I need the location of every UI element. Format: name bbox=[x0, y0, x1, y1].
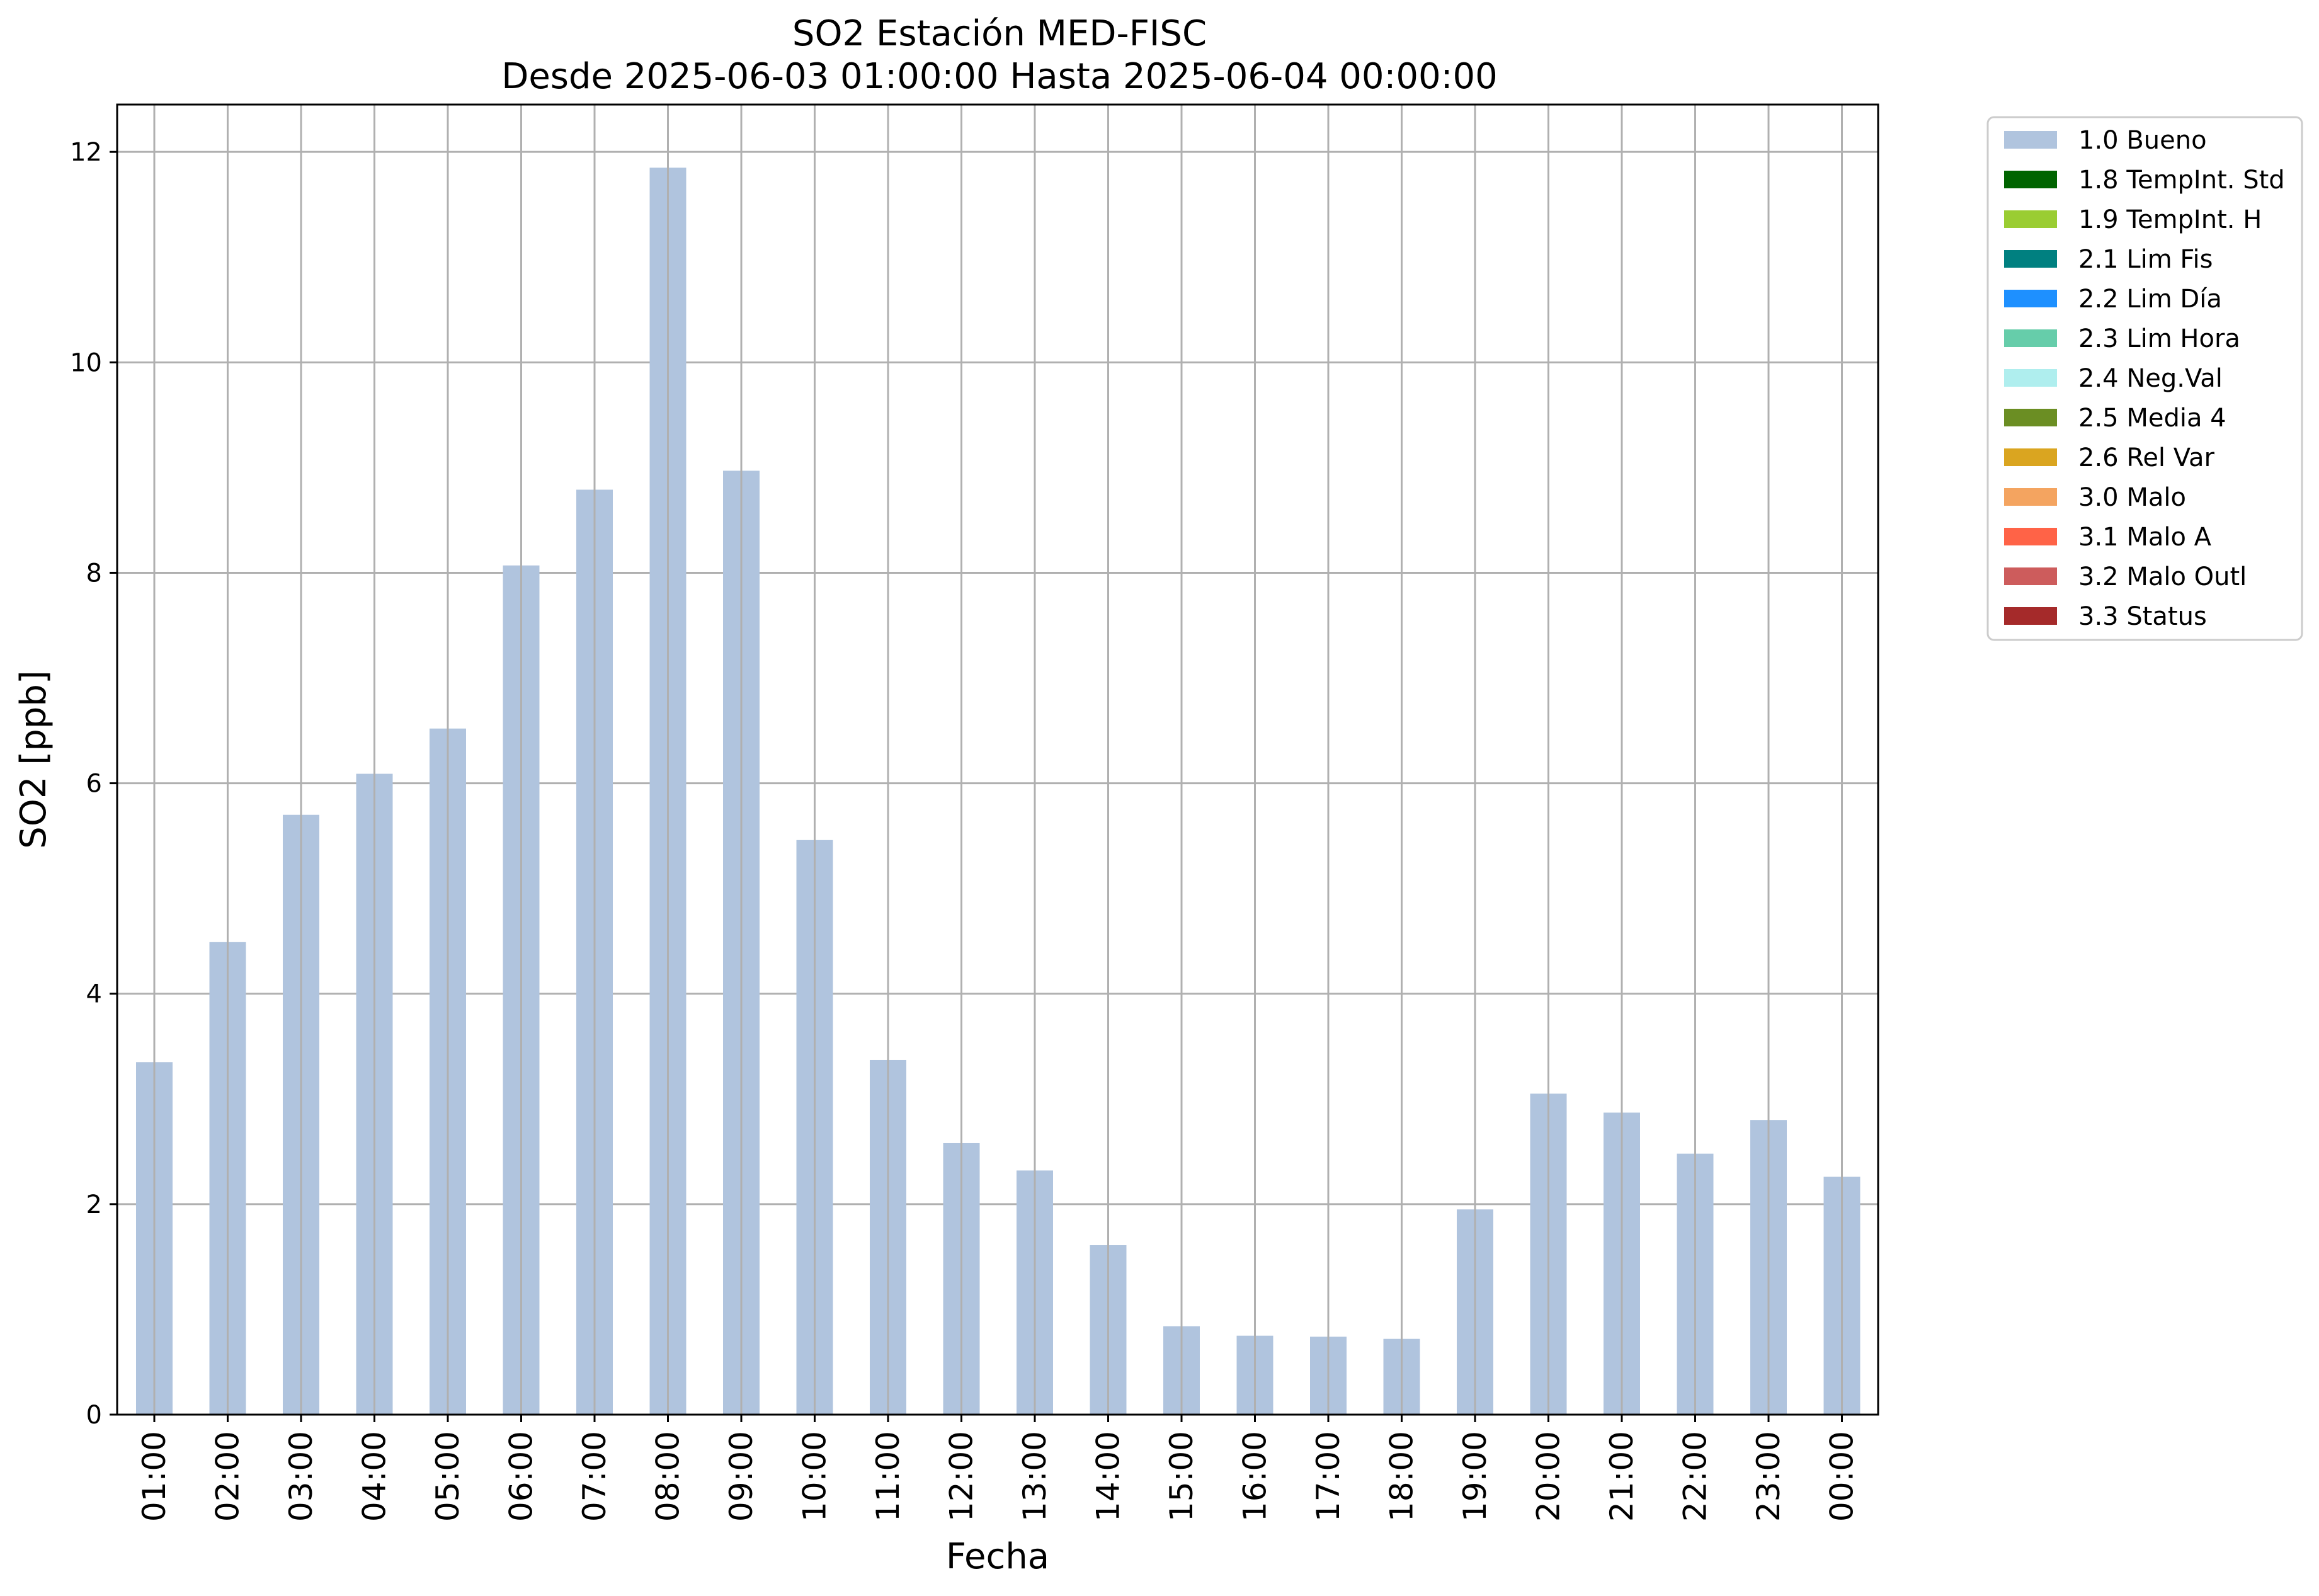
legend-swatch bbox=[2004, 329, 2057, 347]
legend-label: 1.0 Bueno bbox=[2078, 126, 2207, 155]
x-tick-label: 17:00 bbox=[1310, 1431, 1347, 1522]
y-tick-label: 8 bbox=[86, 559, 102, 588]
vertical-grid-lines bbox=[153, 105, 1843, 1415]
bars bbox=[136, 168, 1860, 1415]
x-tick-label: 23:00 bbox=[1750, 1431, 1787, 1522]
x-tick-label: 09:00 bbox=[723, 1431, 760, 1522]
legend-swatch bbox=[2004, 448, 2057, 466]
legend-swatch bbox=[2004, 250, 2057, 268]
x-tick-label: 12:00 bbox=[943, 1431, 980, 1522]
x-tick-label: 18:00 bbox=[1384, 1431, 1420, 1522]
legend-label: 2.6 Rel Var bbox=[2078, 443, 2215, 472]
legend-label: 2.3 Lim Hora bbox=[2078, 324, 2240, 353]
legend-swatch bbox=[2004, 528, 2057, 545]
legend-label: 1.8 TempInt. Std bbox=[2078, 166, 2285, 195]
x-tick-label: 19:00 bbox=[1457, 1431, 1493, 1522]
legend-label: 2.1 Lim Fis bbox=[2078, 245, 2213, 274]
legend-swatch bbox=[2004, 409, 2057, 426]
legend-label: 2.4 Neg.Val bbox=[2078, 364, 2223, 393]
y-tick-label: 6 bbox=[86, 770, 102, 799]
legend-box bbox=[1986, 116, 2303, 641]
x-tick-label: 11:00 bbox=[870, 1431, 906, 1522]
legend-label: 3.2 Malo Outl bbox=[2078, 562, 2247, 591]
legend-swatch bbox=[2004, 131, 2057, 149]
legend-swatch bbox=[2004, 290, 2057, 307]
x-tick-label: 07:00 bbox=[576, 1431, 613, 1522]
x-tick-label: 05:00 bbox=[430, 1431, 466, 1522]
legend-label: 3.1 Malo A bbox=[2078, 523, 2212, 552]
legend-swatch bbox=[2004, 369, 2057, 387]
legend-label: 3.3 Status bbox=[2078, 602, 2207, 631]
grid-lines bbox=[117, 151, 1878, 1416]
legend-label: 2.2 Lim Día bbox=[2078, 285, 2222, 314]
x-tick-label: 01:00 bbox=[136, 1431, 173, 1522]
x-tick-label: 13:00 bbox=[1017, 1431, 1053, 1522]
x-tick-label: 00:00 bbox=[1824, 1431, 1860, 1522]
legend-label: 2.5 Media 4 bbox=[2078, 404, 2226, 433]
x-tick-label: 10:00 bbox=[797, 1431, 833, 1522]
legend-swatch bbox=[2004, 210, 2057, 228]
plot-area-frame bbox=[116, 103, 1879, 1416]
chart-subtitle: Desde 2025-06-03 01:00:00 Hasta 2025-06-… bbox=[501, 56, 1498, 97]
x-axis-ticks: 01:00 02:00 03:00 04:00 05:00 06:00 07:00 08:00… bbox=[136, 1415, 1860, 1522]
x-tick-label: 03:00 bbox=[283, 1431, 319, 1522]
y-tick-label: 2 bbox=[86, 1190, 102, 1219]
x-tick-label: 22:00 bbox=[1677, 1431, 1714, 1522]
x-tick-label: 21:00 bbox=[1604, 1431, 1640, 1522]
y-tick-label: 0 bbox=[86, 1401, 102, 1430]
legend-swatch bbox=[2004, 171, 2057, 188]
legend-swatch bbox=[2004, 567, 2057, 585]
legend: 1.0 Bueno 1.8 TempInt. Std 1.9 TempInt. H 2… bbox=[1986, 116, 2303, 641]
y-tick-label: 12 bbox=[70, 138, 102, 167]
x-tick-label: 15:00 bbox=[1163, 1431, 1200, 1522]
x-tick-label: 08:00 bbox=[650, 1431, 687, 1522]
y-axis-label: SO2 [ppb] bbox=[13, 670, 54, 848]
chart-title: SO2 Estación MED-FISC bbox=[792, 13, 1207, 54]
x-tick-label: 16:00 bbox=[1237, 1431, 1273, 1522]
legend-swatch bbox=[2004, 488, 2057, 506]
legend-label: 1.9 TempInt. H bbox=[2078, 205, 2262, 234]
y-tick-label: 4 bbox=[86, 980, 102, 1009]
x-tick-label: 14:00 bbox=[1090, 1431, 1127, 1522]
x-axis-label: Fecha bbox=[946, 1536, 1049, 1577]
x-tick-label: 20:00 bbox=[1530, 1431, 1567, 1522]
legend-swatch bbox=[2004, 607, 2057, 625]
x-tick-label: 06:00 bbox=[503, 1431, 540, 1522]
x-tick-label: 02:00 bbox=[210, 1431, 246, 1522]
x-tick-label: 04:00 bbox=[356, 1431, 393, 1522]
y-axis-ticks: 0 2 4 6 8 10 12 bbox=[70, 138, 117, 1430]
legend-label: 3.0 Malo bbox=[2078, 483, 2186, 512]
y-tick-label: 10 bbox=[70, 348, 102, 377]
